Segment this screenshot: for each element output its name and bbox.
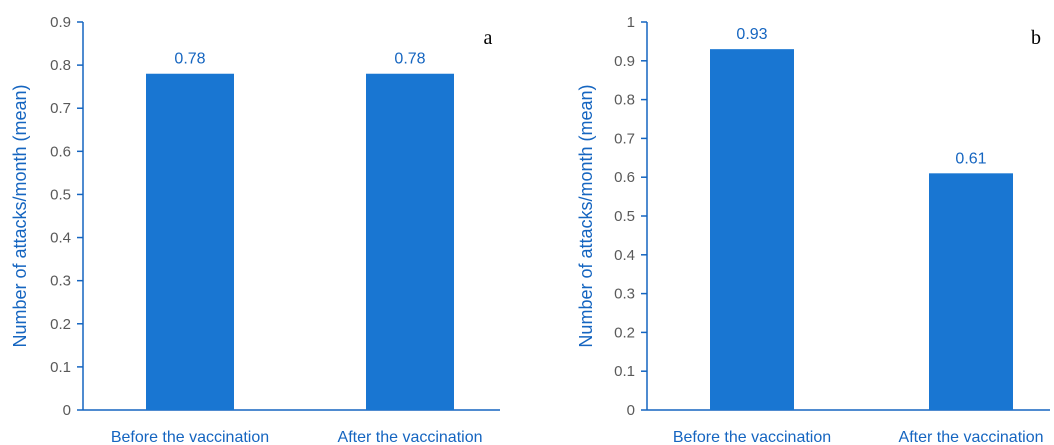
data-label: 0.78 bbox=[394, 51, 425, 68]
y-tick-label: 0.6 bbox=[50, 143, 71, 160]
chart-panel-b: 0 0.1 0.2 0.3 0.4 0.5 0.6 0.7 0.8 0.9 1 Number of a… bbox=[576, 14, 1050, 445]
bar bbox=[366, 73, 454, 410]
y-tick-label: 0.4 bbox=[614, 247, 635, 264]
y-tick-label: 1 bbox=[627, 14, 635, 31]
bar bbox=[146, 73, 234, 410]
y-tick-label: 0.5 bbox=[50, 186, 71, 203]
y-tick-label: 0.3 bbox=[614, 286, 635, 303]
y-tick-label: 0.4 bbox=[50, 230, 71, 247]
y-tick-label: 0 bbox=[627, 402, 635, 419]
y-tick-label: 0.8 bbox=[614, 92, 635, 109]
y-axis-title: Number of attacks/month (mean) bbox=[576, 84, 596, 347]
y-tick-label: 0.6 bbox=[614, 169, 635, 186]
x-category-label: After the vaccination bbox=[338, 429, 483, 445]
bar bbox=[710, 49, 794, 410]
y-tick-label: 0.1 bbox=[50, 359, 71, 376]
y-tick-label: 0.5 bbox=[614, 208, 635, 225]
bar bbox=[929, 173, 1013, 410]
panel-label: b bbox=[1031, 27, 1041, 49]
chart-panel-a: 0 0.1 0.2 0.3 0.4 0.5 0.6 0.7 0.8 0.9 Number of at… bbox=[10, 14, 500, 445]
y-tick-label: 0.9 bbox=[50, 14, 71, 31]
y-tick-label: 0.3 bbox=[50, 273, 71, 290]
x-category-label: Before the vaccination bbox=[673, 429, 831, 445]
y-tick-label: 0.2 bbox=[50, 316, 71, 333]
x-category-label: After the vaccination bbox=[899, 429, 1044, 445]
y-tick-label: 0.9 bbox=[614, 53, 635, 70]
y-tick-label: 0.2 bbox=[614, 324, 635, 341]
data-label: 0.93 bbox=[736, 26, 767, 43]
panel-label: a bbox=[484, 27, 493, 49]
y-tick-label: 0.7 bbox=[50, 100, 71, 117]
y-tick-label: 0.1 bbox=[614, 363, 635, 380]
data-label: 0.78 bbox=[174, 51, 205, 68]
y-tick-label: 0 bbox=[63, 402, 71, 419]
x-category-label: Before the vaccination bbox=[111, 429, 269, 445]
y-tick-label: 0.8 bbox=[50, 57, 71, 74]
data-label: 0.61 bbox=[955, 150, 986, 167]
y-axis-title: Number of attacks/month (mean) bbox=[10, 84, 30, 347]
y-tick-label: 0.7 bbox=[614, 130, 635, 147]
